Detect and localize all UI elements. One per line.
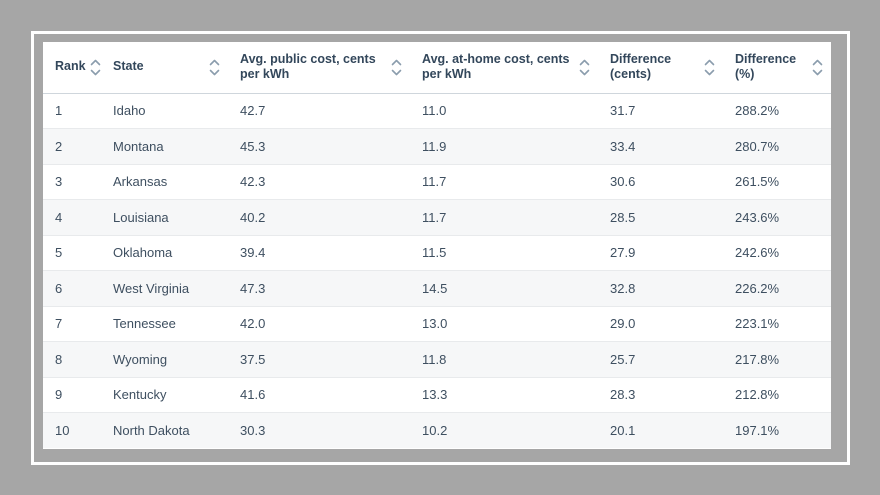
cell-public-cost: 41.6: [228, 376, 410, 413]
cell-rank: 2: [43, 128, 101, 164]
table-row: 2 Montana 45.3 11.9 33.4 280.7%: [43, 128, 831, 164]
cell-difference-cents: 25.7: [598, 341, 723, 377]
table-row: 4 Louisiana 40.2 11.7 28.5 243.6%: [43, 199, 831, 235]
column-label-public-cost: Avg. public cost, cents per kWh: [240, 51, 376, 82]
column-header-home-cost[interactable]: Avg. at-home cost, cents per kWh: [410, 42, 598, 94]
column-label-difference-cents: Difference (cents): [610, 51, 672, 82]
cell-home-cost: 11.7: [410, 199, 598, 235]
cell-difference-cents: 27.9: [598, 234, 723, 271]
cell-difference-pct: 243.6%: [723, 199, 831, 235]
cell-rank: 4: [43, 199, 101, 235]
sort-chevrons-icon[interactable]: [209, 59, 220, 76]
cell-state: Wyoming: [101, 341, 228, 377]
column-header-difference-pct[interactable]: Difference (%): [723, 42, 831, 94]
cell-state: West Virginia: [101, 270, 228, 306]
table-row: 8 Wyoming 37.5 11.8 25.7 217.8%: [43, 341, 831, 377]
column-label-rank: Rank: [55, 59, 86, 74]
table-row: 6 West Virginia 47.3 14.5 32.8 226.2%: [43, 270, 831, 306]
table-card: Rank State Avg. public cost, cents per kWh…: [43, 42, 831, 449]
column-label-state: State: [113, 59, 144, 74]
table-row: 3 Arkansas 42.3 11.7 30.6 261.5%: [43, 163, 831, 200]
cell-home-cost: 11.5: [410, 234, 598, 271]
cell-public-cost: 42.3: [228, 163, 410, 200]
cell-home-cost: 13.3: [410, 376, 598, 413]
column-header-rank[interactable]: Rank: [43, 42, 101, 94]
cell-home-cost: 11.9: [410, 128, 598, 164]
cell-difference-pct: 242.6%: [723, 234, 831, 271]
table-header-row: Rank State Avg. public cost, cents per kWh…: [43, 42, 831, 94]
cell-state: Kentucky: [101, 376, 228, 413]
cell-difference-pct: 223.1%: [723, 305, 831, 342]
table-row: 5 Oklahoma 39.4 11.5 27.9 242.6%: [43, 234, 831, 271]
cell-home-cost: 13.0: [410, 305, 598, 342]
table-row: 7 Tennessee 42.0 13.0 29.0 223.1%: [43, 305, 831, 342]
cell-rank: 7: [43, 305, 101, 342]
cell-rank: 8: [43, 341, 101, 377]
sort-chevrons-icon[interactable]: [391, 59, 402, 76]
cell-state: Tennessee: [101, 305, 228, 342]
column-header-difference-cents[interactable]: Difference (cents): [598, 42, 723, 94]
cell-difference-cents: 32.8: [598, 270, 723, 306]
cell-difference-cents: 20.1: [598, 412, 723, 448]
cell-public-cost: 37.5: [228, 341, 410, 377]
sort-chevrons-icon[interactable]: [90, 59, 101, 76]
column-header-state[interactable]: State: [101, 42, 228, 94]
ev-charging-cost-table: Rank State Avg. public cost, cents per kWh…: [43, 42, 831, 448]
screenshot-frame: [31, 31, 850, 465]
cell-home-cost: 11.7: [410, 163, 598, 200]
cell-difference-cents: 29.0: [598, 305, 723, 342]
cell-difference-cents: 28.5: [598, 199, 723, 235]
cell-home-cost: 11.0: [422, 103, 447, 119]
cell-state: Montana: [101, 128, 228, 164]
cell-difference-pct: 217.8%: [723, 341, 831, 377]
cell-home-cost: 11.8: [410, 341, 598, 377]
table-row: 1 Idaho 42.7 11.0 31.7 288.2%: [43, 93, 831, 129]
cell-difference-cents: 31.7: [610, 103, 636, 119]
cell-rank: 10: [43, 412, 101, 448]
cell-difference-pct: 261.5%: [723, 163, 831, 200]
table-row: 10 North Dakota 30.3 10.2 20.1 197.1%: [43, 412, 831, 448]
cell-state: Louisiana: [101, 199, 228, 235]
cell-public-cost: 39.4: [228, 234, 410, 271]
cell-home-cost: 14.5: [410, 270, 598, 306]
cell-public-cost: 47.3: [228, 270, 410, 306]
cell-public-cost: 40.2: [228, 199, 410, 235]
cell-state: Oklahoma: [101, 234, 228, 271]
cell-rank: 1: [55, 103, 63, 119]
cell-home-cost: 10.2: [410, 412, 598, 448]
cell-public-cost: 42.7: [240, 103, 266, 119]
sort-chevrons-icon[interactable]: [579, 59, 590, 76]
cell-difference-cents: 28.3: [598, 376, 723, 413]
column-label-home-cost: Avg. at-home cost, cents per kWh: [422, 51, 570, 82]
cell-public-cost: 45.3: [228, 128, 410, 164]
cell-state: North Dakota: [101, 412, 228, 448]
sort-chevrons-icon[interactable]: [704, 59, 715, 76]
cell-rank: 6: [43, 270, 101, 306]
cell-difference-pct: 280.7%: [723, 128, 831, 164]
cell-difference-pct: 197.1%: [723, 412, 831, 448]
cell-public-cost: 42.0: [228, 305, 410, 342]
cell-difference-pct: 288.2%: [735, 103, 780, 119]
cell-difference-cents: 30.6: [598, 163, 723, 200]
cell-difference-pct: 212.8%: [723, 376, 831, 413]
table-row: 9 Kentucky 41.6 13.3 28.3 212.8%: [43, 376, 831, 413]
sort-chevrons-icon[interactable]: [812, 59, 823, 76]
cell-difference-pct: 226.2%: [723, 270, 831, 306]
cell-state: Arkansas: [101, 163, 228, 200]
cell-rank: 5: [43, 234, 101, 271]
cell-rank: 9: [43, 376, 101, 413]
cell-difference-cents: 33.4: [598, 128, 723, 164]
column-header-public-cost[interactable]: Avg. public cost, cents per kWh: [228, 42, 410, 94]
cell-public-cost: 30.3: [228, 412, 410, 448]
cell-state: Idaho: [113, 103, 146, 119]
column-label-difference-pct: Difference (%): [735, 51, 797, 82]
cell-rank: 3: [43, 163, 101, 200]
